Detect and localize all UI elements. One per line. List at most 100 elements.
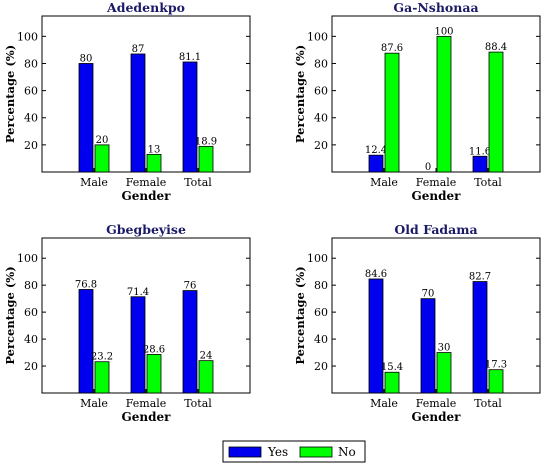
y-tick-label: 80 <box>24 279 38 292</box>
x-tick-label: Total <box>184 176 212 189</box>
data-label: 82.7 <box>469 272 491 283</box>
data-label: 13 <box>148 144 161 155</box>
y-tick-label: 20 <box>314 360 328 373</box>
bar-yes-male <box>78 289 94 394</box>
y-tick-label: 20 <box>314 139 328 152</box>
bar-yes-total <box>182 61 198 173</box>
x-tick-label: Total <box>184 397 212 410</box>
x-tick-label: Male <box>370 397 398 410</box>
bar-no-male <box>384 371 400 394</box>
chart-title: Gbegbeyise <box>106 222 186 237</box>
y-tick-label: 40 <box>314 112 328 125</box>
plot-area <box>331 15 541 173</box>
data-label: 20 <box>96 135 109 146</box>
x-tick-label: Male <box>80 176 108 189</box>
bar-no-total <box>488 369 504 394</box>
data-label: 30 <box>438 343 451 354</box>
y-tick-label: 60 <box>314 306 328 319</box>
bar-yes-total <box>182 290 198 394</box>
bar-no-female <box>146 153 162 173</box>
data-label: 100 <box>434 26 453 37</box>
plot-area <box>331 237 541 394</box>
data-label: 76.8 <box>75 279 97 290</box>
bar-no-male <box>94 144 110 173</box>
data-label: 17.3 <box>485 360 507 371</box>
x-tick-label: Male <box>370 176 398 189</box>
y-tick-label: 20 <box>24 360 38 373</box>
data-label: 80 <box>80 53 93 64</box>
chart-panel-2: Ga-Nshonaa 20 40 60 80 100 Percentage (%) Male 1… <box>293 0 541 203</box>
data-label: 87 <box>132 44 145 55</box>
data-label: 87.6 <box>381 43 403 54</box>
y-tick-label: 60 <box>314 85 328 98</box>
x-axis-label: Gender <box>412 189 462 203</box>
bar-yes-female <box>420 298 436 394</box>
x-tick-label: Female <box>416 176 457 189</box>
data-label: 76 <box>184 281 197 292</box>
y-tick-label: 40 <box>24 333 38 346</box>
y-axis-label: Percentage (%) <box>293 45 307 143</box>
data-label: 81.1 <box>179 52 201 63</box>
y-tick-label: 60 <box>24 306 38 319</box>
y-axis-label: Percentage (%) <box>293 266 307 364</box>
bar-yes-total <box>472 281 488 394</box>
y-tick-label: 100 <box>17 252 38 265</box>
y-tick-label: 80 <box>314 57 328 70</box>
bar-yes-female <box>130 296 146 394</box>
plot-area <box>41 15 251 173</box>
data-label: 12.4 <box>365 145 387 156</box>
legend-label-yes: Yes <box>267 445 288 459</box>
bar-yes-male <box>368 154 384 173</box>
bar-no-female <box>436 352 452 394</box>
y-tick-label: 80 <box>24 57 38 70</box>
y-tick-label: 40 <box>24 112 38 125</box>
data-label: 24 <box>200 351 213 362</box>
x-tick-label: Male <box>80 397 108 410</box>
y-tick-label: 100 <box>307 252 328 265</box>
plot-area <box>41 237 251 394</box>
bar-yes-total <box>472 155 488 173</box>
legend: Yes No <box>222 440 366 463</box>
y-axis-label: Percentage (%) <box>3 266 17 364</box>
x-tick-label: Total <box>474 176 502 189</box>
y-tick-label: 80 <box>314 279 328 292</box>
bar-yes-male <box>368 278 384 394</box>
data-label: 15.4 <box>381 362 403 373</box>
y-tick-label: 60 <box>24 85 38 98</box>
data-label: 88.4 <box>485 42 507 53</box>
y-axis-label: Percentage (%) <box>3 45 17 143</box>
y-tick-label: 100 <box>17 30 38 43</box>
bar-yes-female <box>130 53 146 173</box>
bar-yes-male <box>78 63 94 173</box>
data-label: 84.6 <box>365 269 387 280</box>
x-axis-label: Gender <box>412 410 462 424</box>
chart-title: Adedenkpo <box>106 0 185 15</box>
legend-label-no: No <box>338 445 356 459</box>
data-label: 23.2 <box>91 352 113 363</box>
y-tick-label: 40 <box>314 333 328 346</box>
y-tick-label: 20 <box>24 139 38 152</box>
bar-no-female <box>436 35 452 173</box>
x-tick-label: Female <box>126 397 167 410</box>
chart-title: Old Fadama <box>394 222 477 237</box>
legend-swatch-yes <box>228 446 262 458</box>
bar-no-total <box>198 145 214 173</box>
x-tick-label: Total <box>474 397 502 410</box>
bar-no-total <box>198 360 214 394</box>
data-label: 28.6 <box>143 344 165 355</box>
data-label: 11.6 <box>469 146 491 157</box>
data-label: 18.9 <box>195 136 217 147</box>
data-label: 70 <box>422 289 435 300</box>
chart-title: Ga-Nshonaa <box>393 0 478 15</box>
bar-no-male <box>94 361 110 394</box>
data-label: 71.4 <box>127 287 149 298</box>
bar-no-total <box>488 51 504 173</box>
x-axis-label: Gender <box>122 189 172 203</box>
x-tick-label: Female <box>416 397 457 410</box>
x-axis-label: Gender <box>122 410 172 424</box>
